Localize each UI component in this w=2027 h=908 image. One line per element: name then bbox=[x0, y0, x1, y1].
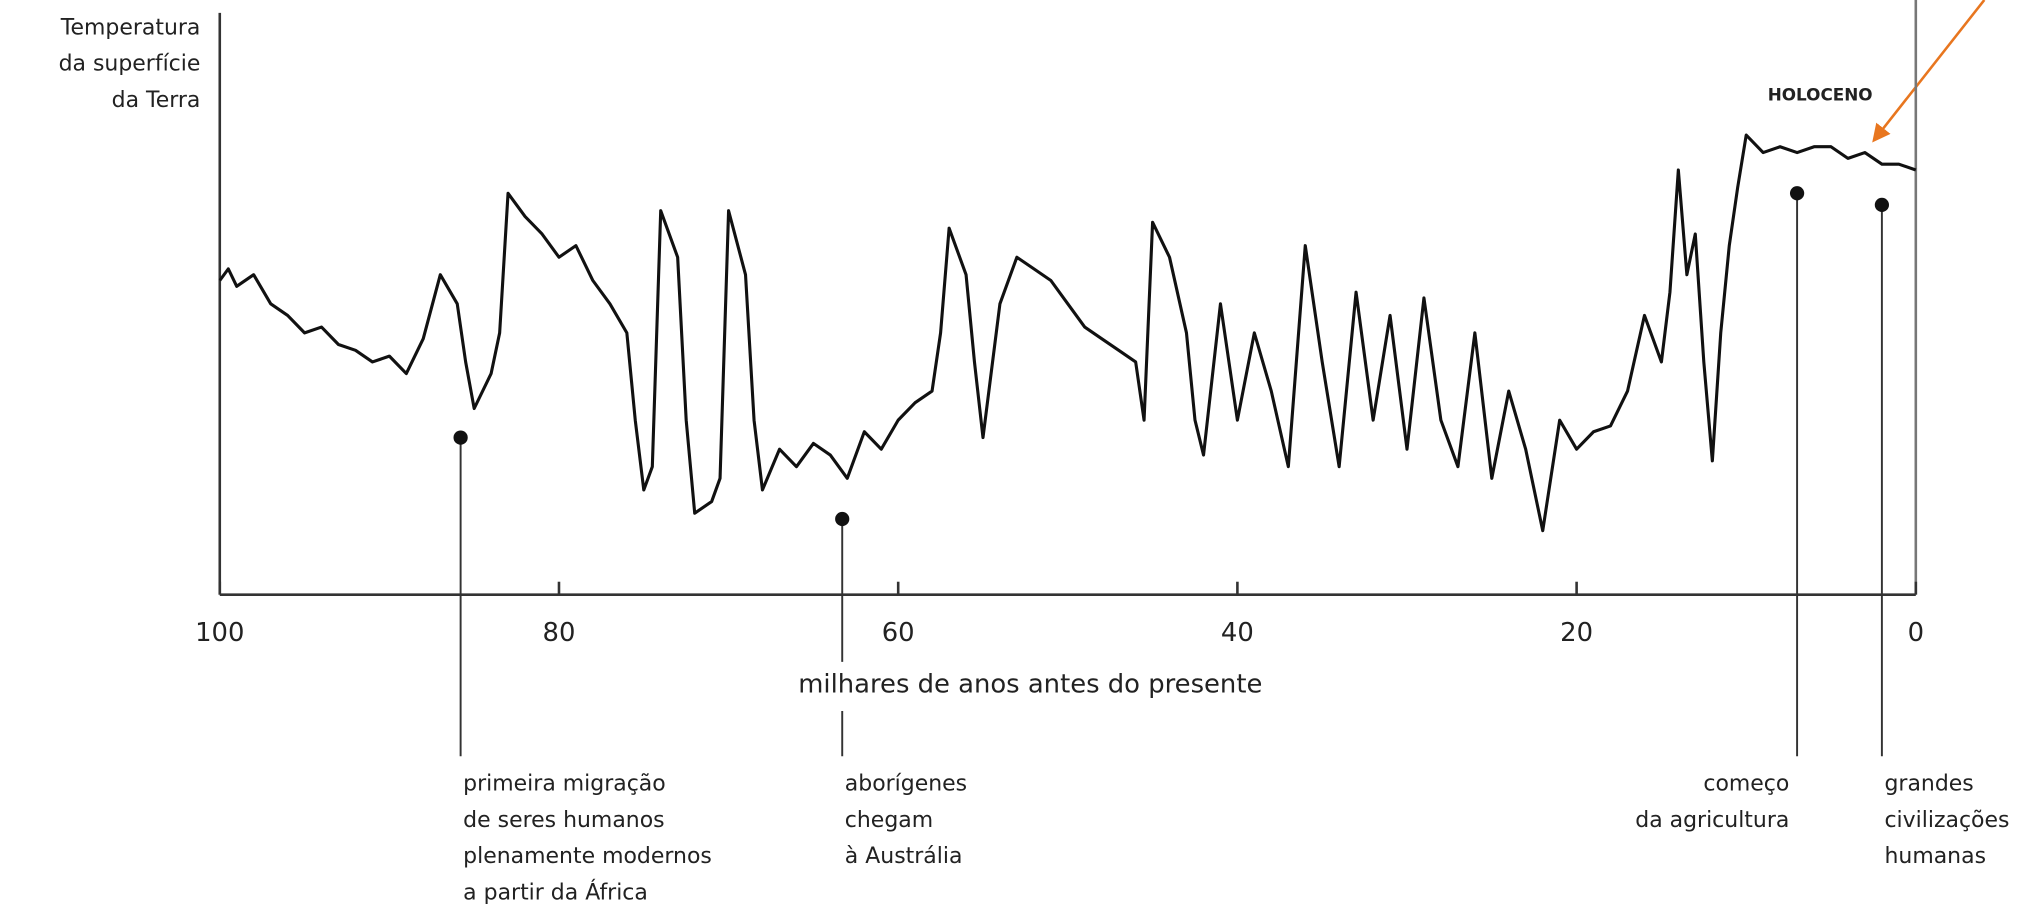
event-label: começo bbox=[1703, 772, 1789, 797]
event-label: grandes bbox=[1884, 772, 1973, 797]
period-label: HOLOCENO bbox=[1768, 85, 1873, 105]
x-label-backing bbox=[762, 661, 1300, 711]
event-label: humanas bbox=[1884, 844, 1986, 869]
event-label: aborígenes bbox=[845, 772, 967, 797]
event-label: a partir da África bbox=[463, 879, 648, 905]
event-label: de seres humanos bbox=[463, 808, 664, 833]
event-label: civilizações bbox=[1884, 808, 2009, 833]
event-dot bbox=[453, 430, 468, 445]
pointer-arrow bbox=[1872, 0, 1986, 143]
y-axis-label: Temperatura bbox=[60, 15, 201, 40]
event-dot bbox=[1874, 197, 1890, 213]
event-label: à Austrália bbox=[845, 844, 963, 869]
x-tick-label: 80 bbox=[543, 618, 576, 648]
x-tick-label: 100 bbox=[195, 618, 244, 648]
event-dot bbox=[1789, 186, 1805, 201]
y-axis-label: da Terra bbox=[112, 88, 201, 113]
event-label: chegam bbox=[845, 808, 933, 833]
x-tick-label: 60 bbox=[882, 618, 915, 648]
x-tick-label: 40 bbox=[1221, 618, 1254, 648]
temperature-line bbox=[218, 133, 1917, 533]
event-dot bbox=[835, 511, 850, 527]
x-axis-label: milhares de anos antes do presente bbox=[798, 670, 1262, 700]
event-label: da agricultura bbox=[1635, 808, 1789, 833]
x-tick-label: 20 bbox=[1560, 618, 1593, 648]
event-label: plenamente modernos bbox=[463, 844, 712, 869]
event-label: primeira migração bbox=[463, 772, 666, 797]
y-axis-label: da superfície bbox=[59, 52, 201, 77]
x-tick-label: 0 bbox=[1908, 618, 1924, 648]
